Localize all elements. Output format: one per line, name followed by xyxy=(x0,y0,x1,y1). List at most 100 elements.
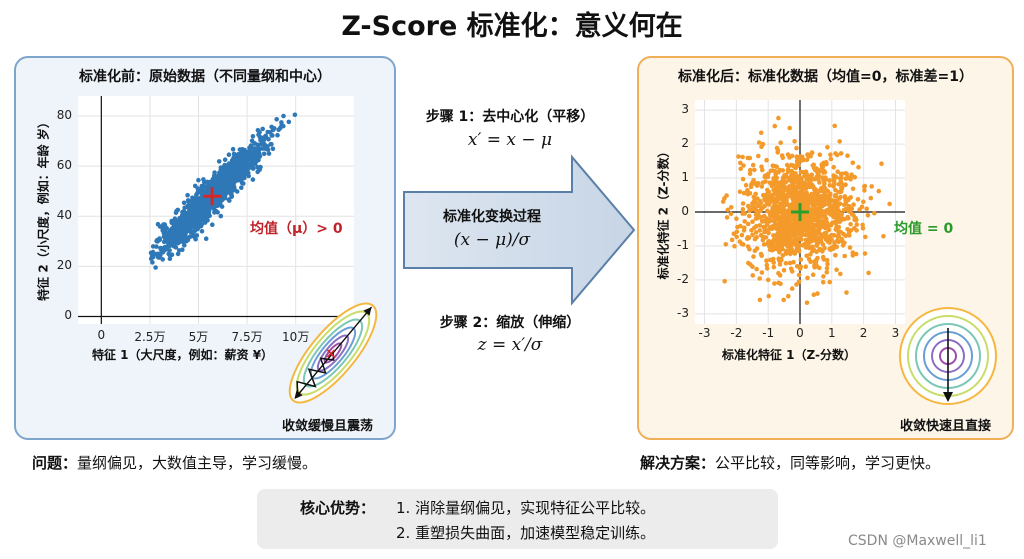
data-point xyxy=(827,203,832,208)
step1-title: 步骤 1：去中心化（平移） xyxy=(425,109,595,125)
data-point xyxy=(165,233,171,238)
data-point xyxy=(771,204,777,209)
data-point xyxy=(817,238,822,244)
before-scatter-chart xyxy=(78,96,354,324)
data-point xyxy=(176,229,182,234)
data-point xyxy=(831,184,836,189)
data-point xyxy=(734,234,739,240)
data-point xyxy=(747,155,753,161)
data-point xyxy=(171,242,177,247)
data-point xyxy=(740,176,746,182)
data-point xyxy=(811,292,817,297)
x-tick-label: 0 xyxy=(97,328,106,342)
data-point xyxy=(762,203,767,209)
data-point xyxy=(783,234,789,239)
data-point xyxy=(720,199,726,204)
data-point xyxy=(205,183,211,188)
data-point xyxy=(842,240,847,246)
data-point xyxy=(793,171,798,176)
data-point xyxy=(779,153,785,158)
data-point xyxy=(258,164,263,170)
data-point xyxy=(798,226,803,231)
data-point xyxy=(837,139,842,144)
data-point xyxy=(150,254,156,260)
data-point xyxy=(175,251,181,257)
data-point xyxy=(281,113,286,119)
data-point xyxy=(765,187,770,193)
data-point xyxy=(761,192,766,198)
data-point xyxy=(192,183,198,189)
data-point xyxy=(246,173,251,179)
data-point xyxy=(251,154,257,159)
data-point xyxy=(861,199,866,205)
data-point xyxy=(817,247,822,253)
data-point xyxy=(182,221,187,226)
data-point xyxy=(787,176,792,181)
data-point xyxy=(786,249,792,254)
data-point xyxy=(179,213,185,218)
data-point xyxy=(769,183,774,189)
data-point xyxy=(817,152,823,157)
data-point xyxy=(216,175,222,181)
data-point xyxy=(804,157,810,163)
data-point xyxy=(849,172,854,177)
data-point xyxy=(776,280,781,286)
data-point xyxy=(221,193,226,198)
data-point xyxy=(775,225,781,230)
data-point xyxy=(741,163,746,168)
data-point xyxy=(763,235,769,240)
data-point xyxy=(802,196,808,201)
data-point xyxy=(250,134,256,139)
data-point xyxy=(859,204,865,210)
data-point xyxy=(265,129,270,135)
data-point xyxy=(822,169,828,175)
data-point xyxy=(747,247,752,252)
data-point xyxy=(764,258,769,263)
data-point xyxy=(757,223,763,228)
data-point xyxy=(238,161,244,166)
data-point xyxy=(260,146,265,151)
step2-formula: z = x′/σ xyxy=(477,335,543,355)
data-point xyxy=(746,260,751,266)
data-point xyxy=(804,226,809,231)
data-point xyxy=(155,251,160,257)
data-point xyxy=(829,210,834,216)
data-point xyxy=(771,199,777,205)
data-point xyxy=(739,232,745,238)
data-point xyxy=(767,247,773,253)
y-tick-label: 80 xyxy=(56,108,72,123)
data-point xyxy=(195,226,200,232)
data-point xyxy=(787,225,792,231)
data-point xyxy=(838,151,844,156)
before-y-axis-label: 特征 2（小尺度，例如：年龄 岁） xyxy=(36,116,51,301)
data-point xyxy=(263,145,269,151)
data-point xyxy=(811,165,817,171)
data-point xyxy=(766,293,772,299)
fast-convergence-inset xyxy=(898,306,1002,410)
before-mean-label: 均值（μ）> 0 xyxy=(250,221,343,237)
data-point xyxy=(798,230,804,235)
data-point xyxy=(228,174,234,180)
core-advantages-box xyxy=(257,489,778,549)
data-point xyxy=(768,225,773,230)
data-point xyxy=(792,213,798,218)
data-point xyxy=(764,262,770,268)
data-point xyxy=(751,254,756,259)
data-point xyxy=(769,196,775,201)
data-point xyxy=(192,215,197,221)
watermark: CSDN @Maxwell_li1 xyxy=(848,533,987,549)
data-point xyxy=(728,211,734,217)
data-point xyxy=(756,153,761,159)
data-point xyxy=(753,230,759,235)
data-point xyxy=(755,209,760,214)
data-point xyxy=(741,242,746,247)
data-point xyxy=(161,239,167,245)
transform-title: 标准化变换过程 xyxy=(443,209,541,225)
data-point xyxy=(841,207,847,213)
data-point xyxy=(771,233,776,238)
data-point xyxy=(225,164,230,169)
data-point xyxy=(777,262,783,267)
data-point xyxy=(835,238,840,244)
data-point xyxy=(743,182,749,188)
data-point xyxy=(750,219,755,224)
